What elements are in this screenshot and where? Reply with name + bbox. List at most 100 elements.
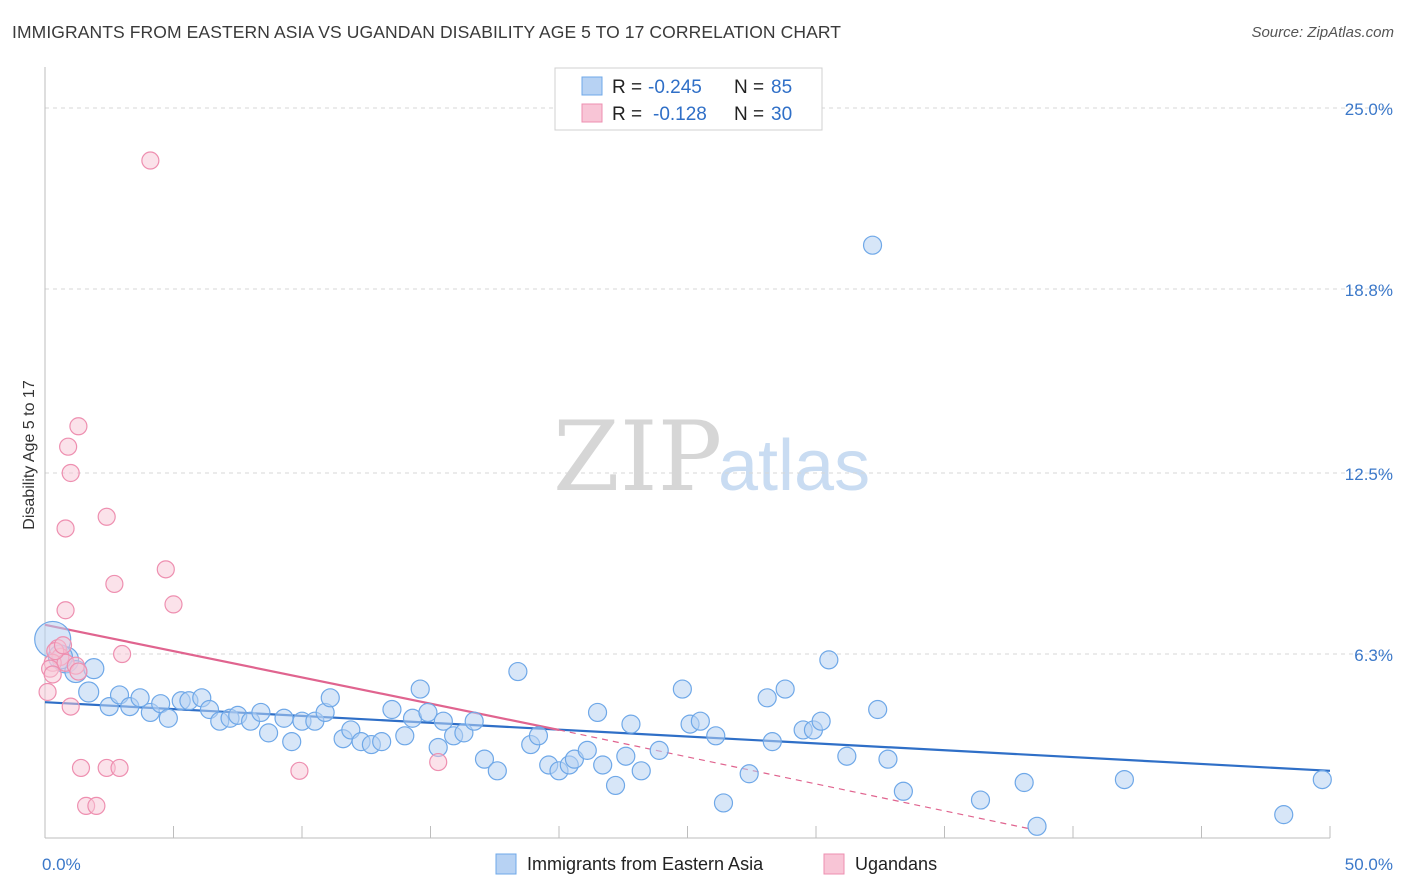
series-eastern-asia-points xyxy=(34,235,1332,836)
point-eastern-asia xyxy=(878,749,898,769)
point-ugandans xyxy=(43,665,62,684)
x-tick-label-min: 0.0% xyxy=(42,855,81,874)
point-eastern-asia xyxy=(1274,805,1294,825)
point-ugandans xyxy=(97,507,116,526)
point-eastern-asia xyxy=(258,723,279,743)
point-ugandans xyxy=(290,761,309,780)
y-tick-label: 12.5% xyxy=(1345,465,1393,484)
y-tick-label: 6.3% xyxy=(1354,646,1393,665)
point-eastern-asia xyxy=(487,761,507,781)
legend: R = -0.245 N = 85 R = -0.128 N = 30 xyxy=(554,67,823,131)
point-eastern-asia xyxy=(418,702,438,723)
point-eastern-asia xyxy=(474,749,495,769)
point-eastern-asia xyxy=(433,711,453,731)
legend-n-label-blue: N = xyxy=(734,77,764,98)
watermark-zip: ZIP xyxy=(553,401,722,513)
point-eastern-asia xyxy=(713,793,734,813)
point-eastern-asia xyxy=(587,702,608,723)
point-eastern-asia xyxy=(1114,769,1135,790)
point-eastern-asia xyxy=(372,732,392,752)
point-eastern-asia xyxy=(621,714,641,734)
point-eastern-asia xyxy=(78,681,100,703)
point-eastern-asia xyxy=(868,699,888,720)
point-ugandans xyxy=(105,574,124,594)
bottom-legend-swatch-pink xyxy=(823,853,845,875)
point-eastern-asia xyxy=(631,761,651,781)
point-eastern-asia xyxy=(837,746,857,766)
point-eastern-asia xyxy=(410,679,430,699)
point-eastern-asia xyxy=(508,661,528,682)
x-tick-label-max: 50.0% xyxy=(1345,855,1393,874)
point-ugandans xyxy=(429,752,448,772)
point-ugandans xyxy=(61,697,80,716)
point-eastern-asia xyxy=(690,711,710,731)
legend-r-value-blue: -0.245 xyxy=(648,77,702,98)
point-eastern-asia xyxy=(616,746,636,766)
point-eastern-asia xyxy=(706,726,726,746)
point-eastern-asia xyxy=(464,711,484,731)
legend-n-value-pink: 30 xyxy=(771,104,792,125)
bottom-legend-swatch-blue xyxy=(495,853,517,875)
point-eastern-asia xyxy=(1312,769,1332,790)
legend-swatch-pink xyxy=(581,103,603,123)
legend-n-label-pink: N = xyxy=(734,104,764,125)
point-eastern-asia xyxy=(649,740,669,760)
point-eastern-asia xyxy=(811,711,831,731)
bottom-legend-label-pink: Ugandans xyxy=(855,854,937,874)
point-eastern-asia xyxy=(282,732,302,752)
point-ugandans xyxy=(164,595,183,614)
point-eastern-asia xyxy=(593,755,613,775)
point-eastern-asia xyxy=(274,708,294,728)
point-eastern-asia xyxy=(382,699,402,720)
point-ugandans xyxy=(59,437,78,456)
legend-r-label-pink: R = xyxy=(612,104,642,125)
point-ugandans xyxy=(69,417,88,436)
y-axis-title: Disability Age 5 to 17 xyxy=(21,380,38,530)
y-tick-label: 18.8% xyxy=(1345,281,1393,300)
point-ugandans xyxy=(61,463,80,483)
chart-title: IMMIGRANTS FROM EASTERN ASIA VS UGANDAN … xyxy=(12,22,842,42)
point-eastern-asia xyxy=(762,732,782,752)
point-eastern-asia xyxy=(757,688,777,708)
point-eastern-asia xyxy=(577,740,597,760)
point-ugandans xyxy=(38,682,57,702)
point-eastern-asia xyxy=(775,679,795,699)
point-eastern-asia xyxy=(739,764,759,784)
legend-r-value-pink: -0.128 xyxy=(653,104,707,125)
point-eastern-asia xyxy=(528,726,549,746)
point-eastern-asia xyxy=(862,235,883,255)
point-eastern-asia xyxy=(158,708,178,728)
point-eastern-asia xyxy=(819,650,839,670)
point-ugandans xyxy=(87,796,106,815)
grid-lines xyxy=(45,107,1392,655)
point-ugandans xyxy=(71,758,91,778)
x-tick-labels: 0.0% 50.0% xyxy=(42,855,1393,874)
watermark-atlas: atlas xyxy=(718,426,870,506)
point-ugandans xyxy=(56,519,75,538)
series-ugandans-points xyxy=(38,151,448,815)
point-eastern-asia xyxy=(1027,816,1047,836)
point-eastern-asia xyxy=(320,688,340,708)
point-ugandans xyxy=(53,636,73,655)
source-credit: Source: ZipAtlas.com xyxy=(1251,24,1394,41)
point-eastern-asia xyxy=(893,781,913,801)
point-eastern-asia xyxy=(130,688,150,708)
bottom-legend: Immigrants from Eastern Asia Ugandans xyxy=(495,853,937,875)
point-eastern-asia xyxy=(970,790,991,810)
point-ugandans xyxy=(112,644,132,664)
point-eastern-asia xyxy=(1014,772,1034,793)
point-eastern-asia xyxy=(605,775,626,796)
trend-line-ugandans-extension xyxy=(558,729,1033,830)
point-ugandans xyxy=(141,151,160,170)
legend-n-value-blue: 85 xyxy=(771,77,792,98)
bottom-legend-label-blue: Immigrants from Eastern Asia xyxy=(527,854,764,874)
point-ugandans xyxy=(69,662,88,681)
point-ugandans xyxy=(56,601,75,620)
point-ugandans xyxy=(110,758,129,778)
point-eastern-asia xyxy=(251,702,271,723)
y-tick-labels: 6.3% 12.5% 18.8% 25.0% xyxy=(1345,100,1393,665)
legend-r-label-blue: R = xyxy=(612,77,642,98)
point-eastern-asia xyxy=(395,726,415,746)
legend-swatch-blue xyxy=(581,76,603,96)
